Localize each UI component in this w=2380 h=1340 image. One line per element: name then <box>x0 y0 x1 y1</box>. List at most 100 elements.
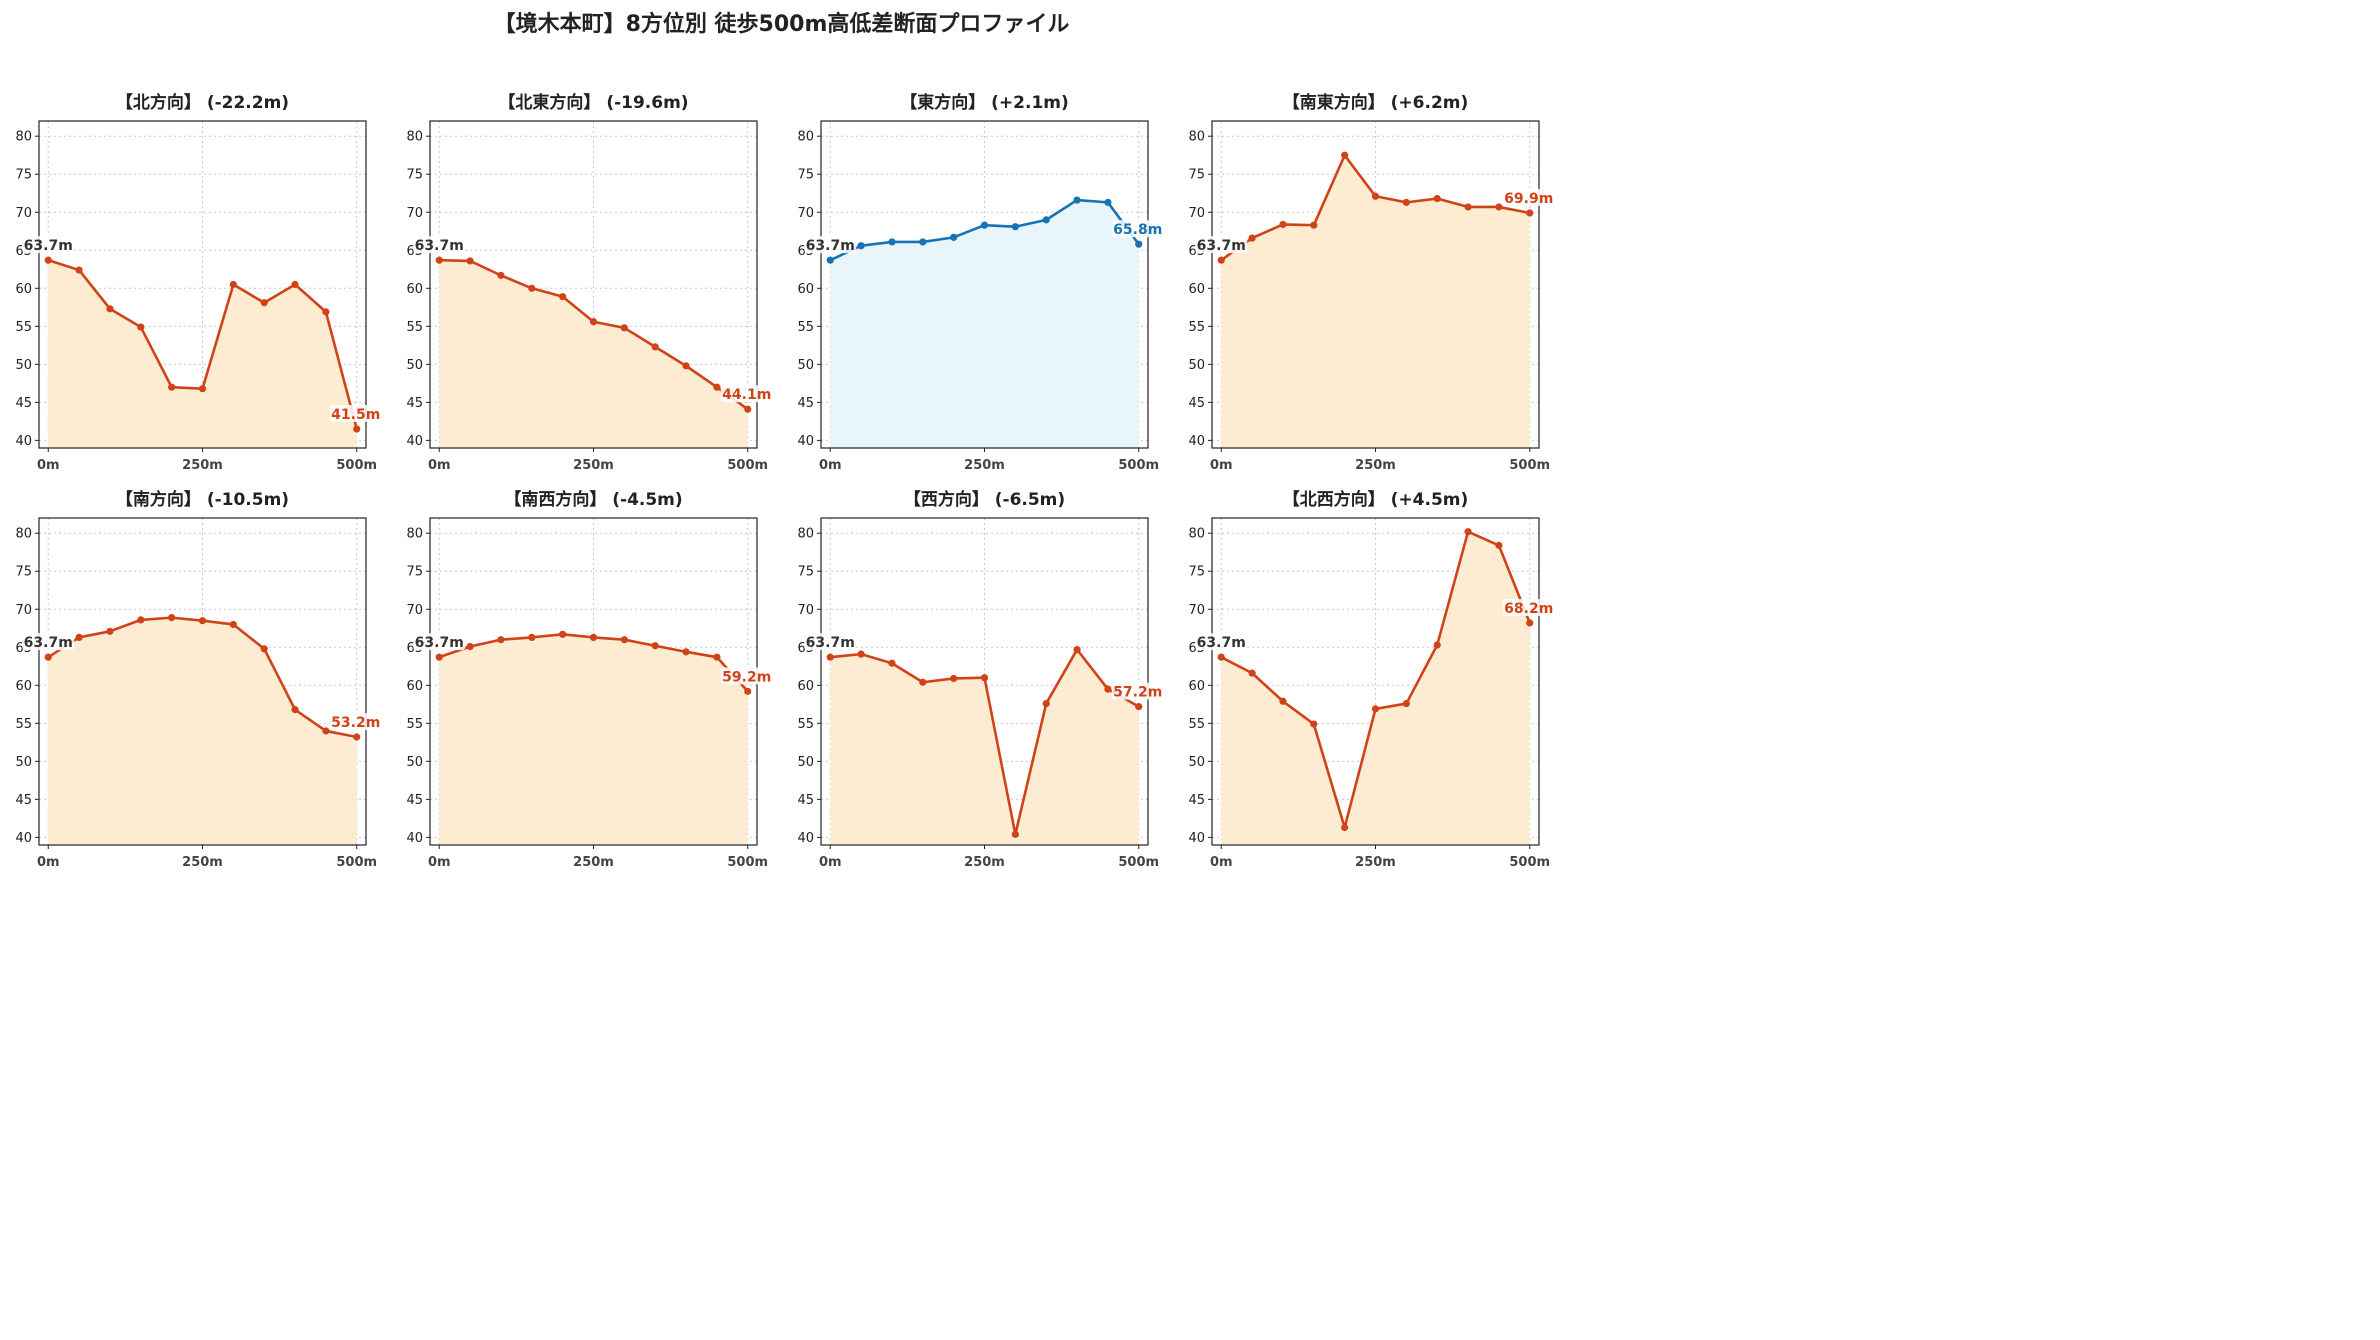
x-tick-label: 250m <box>964 855 1005 870</box>
data-point <box>1526 209 1534 217</box>
y-tick-label: 45 <box>15 396 32 411</box>
x-tick-label: 500m <box>727 458 768 473</box>
end-elevation-label: 41.5m <box>331 407 380 423</box>
data-point <box>1217 256 1225 264</box>
data-point <box>435 256 443 264</box>
y-tick-label: 80 <box>1188 130 1205 145</box>
end-label-bg <box>1111 220 1164 238</box>
data-point <box>1371 192 1380 200</box>
elevation-area <box>48 260 357 448</box>
data-point <box>168 614 176 622</box>
y-tick-label: 80 <box>406 527 423 542</box>
y-tick-label: 80 <box>797 527 814 542</box>
y-tick-label: 75 <box>15 168 32 183</box>
data-point <box>1279 220 1287 229</box>
data-point <box>497 271 505 279</box>
y-tick-label: 75 <box>406 565 423 580</box>
start-elevation-label: 63.7m <box>415 238 464 254</box>
end-elevation-label: 69.9m <box>1504 191 1553 207</box>
data-point <box>322 308 330 316</box>
start-label-bg <box>22 236 75 254</box>
profile-panel: 4045505560657075800m250m500m【東方向】 (+2.1m… <box>797 92 1164 473</box>
y-tick-label: 60 <box>1188 679 1205 694</box>
data-point <box>559 293 567 301</box>
x-tick-label: 0m <box>428 458 451 473</box>
panel-title: 【東方向】 (+2.1m) <box>900 92 1069 113</box>
start-elevation-label: 63.7m <box>415 635 464 651</box>
x-tick-label: 250m <box>1355 458 1396 473</box>
data-point <box>713 653 721 661</box>
data-point <box>589 318 598 326</box>
y-tick-label: 50 <box>15 755 32 770</box>
y-tick-label: 55 <box>15 320 32 335</box>
y-tick-label: 50 <box>797 755 814 770</box>
data-point <box>1341 823 1349 832</box>
x-tick-label: 500m <box>336 458 377 473</box>
data-point <box>75 633 83 641</box>
data-point <box>1279 697 1287 705</box>
x-tick-label: 250m <box>1355 855 1396 870</box>
x-tick-label: 250m <box>182 458 223 473</box>
data-point <box>620 636 628 644</box>
end-elevation-label: 44.1m <box>722 387 771 403</box>
start-label-bg <box>1195 633 1248 651</box>
y-tick-label: 55 <box>797 320 814 335</box>
y-tick-label: 60 <box>406 282 423 297</box>
data-point <box>229 280 237 289</box>
data-point <box>589 633 598 641</box>
data-point <box>435 653 443 661</box>
start-label-bg <box>22 633 75 651</box>
y-tick-label: 55 <box>406 320 423 335</box>
panel-title: 【南西方向】 (-4.5m) <box>504 489 682 510</box>
x-tick-label: 0m <box>37 855 60 870</box>
y-tick-label: 40 <box>15 434 32 449</box>
data-point <box>744 687 752 695</box>
y-tick-label: 55 <box>15 717 32 732</box>
start-elevation-label: 63.7m <box>806 635 855 651</box>
y-tick-label: 55 <box>797 717 814 732</box>
y-tick-label: 60 <box>797 282 814 297</box>
start-label-bg <box>804 633 857 651</box>
y-tick-label: 50 <box>1188 755 1205 770</box>
elevation-area <box>48 617 357 845</box>
y-tick-label: 50 <box>1188 358 1205 373</box>
start-label-bg <box>413 236 466 254</box>
y-tick-label: 80 <box>1188 527 1205 542</box>
data-point <box>1135 240 1143 248</box>
y-tick-label: 45 <box>406 793 423 808</box>
y-tick-label: 60 <box>797 679 814 694</box>
y-tick-label: 40 <box>15 831 32 846</box>
y-tick-label: 60 <box>15 679 32 694</box>
y-tick-label: 45 <box>406 396 423 411</box>
data-point <box>888 238 896 246</box>
end-elevation-label: 68.2m <box>1504 601 1553 617</box>
y-tick-label: 50 <box>797 358 814 373</box>
data-point <box>950 674 958 683</box>
x-tick-label: 500m <box>1118 458 1159 473</box>
data-point <box>1011 223 1019 231</box>
y-tick-label: 50 <box>406 755 423 770</box>
panel-title: 【南東方向】 (+6.2m) <box>1283 92 1469 113</box>
elevation-area <box>439 634 748 845</box>
x-tick-label: 0m <box>37 458 60 473</box>
data-point <box>291 706 299 714</box>
x-tick-label: 500m <box>1509 855 1550 870</box>
data-point <box>198 617 207 625</box>
y-tick-label: 45 <box>1188 793 1205 808</box>
x-tick-label: 250m <box>573 855 614 870</box>
data-point <box>137 323 145 331</box>
y-tick-label: 70 <box>406 603 423 618</box>
data-point <box>682 362 690 370</box>
start-elevation-label: 63.7m <box>1197 635 1246 651</box>
start-label-bg <box>413 633 466 651</box>
data-point <box>1104 685 1112 693</box>
x-tick-label: 500m <box>1509 458 1550 473</box>
y-tick-label: 45 <box>797 396 814 411</box>
x-tick-label: 250m <box>182 855 223 870</box>
profile-panel: 4045505560657075800m250m500m【西方向】 (-6.5m… <box>797 489 1164 870</box>
y-tick-label: 40 <box>1188 831 1205 846</box>
y-tick-label: 40 <box>797 831 814 846</box>
data-point <box>1217 653 1225 661</box>
end-label-bg <box>1111 682 1164 700</box>
data-point <box>1371 705 1380 713</box>
